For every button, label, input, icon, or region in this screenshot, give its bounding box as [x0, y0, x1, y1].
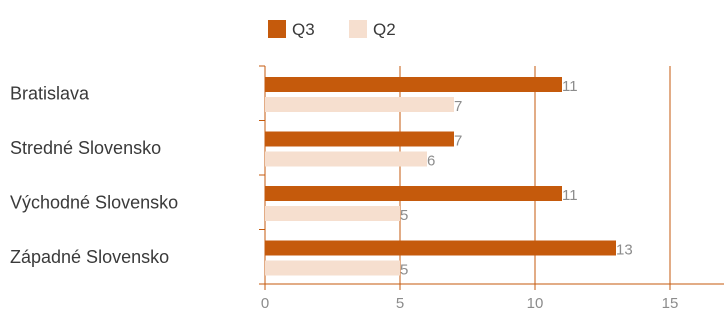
legend-swatch [268, 20, 286, 38]
x-tick-label: 0 [261, 295, 269, 312]
value-label: 7 [454, 133, 462, 150]
value-label: 11 [562, 187, 578, 204]
value-label: 6 [427, 153, 435, 170]
bar-q2 [265, 97, 454, 112]
category-label: Východné Slovensko [10, 192, 178, 212]
bar-q3 [265, 77, 562, 92]
bar-q3 [265, 131, 454, 147]
legend-label: Q3 [292, 20, 315, 39]
bar-q3 [265, 240, 616, 256]
bar-q2 [265, 151, 427, 167]
x-tick-label: 5 [396, 295, 404, 312]
value-label: 7 [454, 98, 462, 115]
value-label: 11 [562, 78, 578, 95]
category-label: Bratislava [10, 83, 90, 103]
x-tick-label: 15 [662, 295, 679, 312]
category-label: Stredné Slovensko [10, 138, 161, 158]
category-label: Západné Slovensko [10, 247, 169, 267]
bar-q3 [265, 186, 562, 201]
bar-q2 [265, 206, 400, 221]
legend-swatch [349, 20, 367, 38]
value-label: 13 [616, 242, 633, 259]
x-tick-label: 10 [527, 295, 544, 312]
legend-label: Q2 [373, 20, 396, 39]
value-label: 5 [400, 262, 408, 279]
value-label: 5 [400, 207, 408, 224]
bar-q2 [265, 260, 400, 276]
